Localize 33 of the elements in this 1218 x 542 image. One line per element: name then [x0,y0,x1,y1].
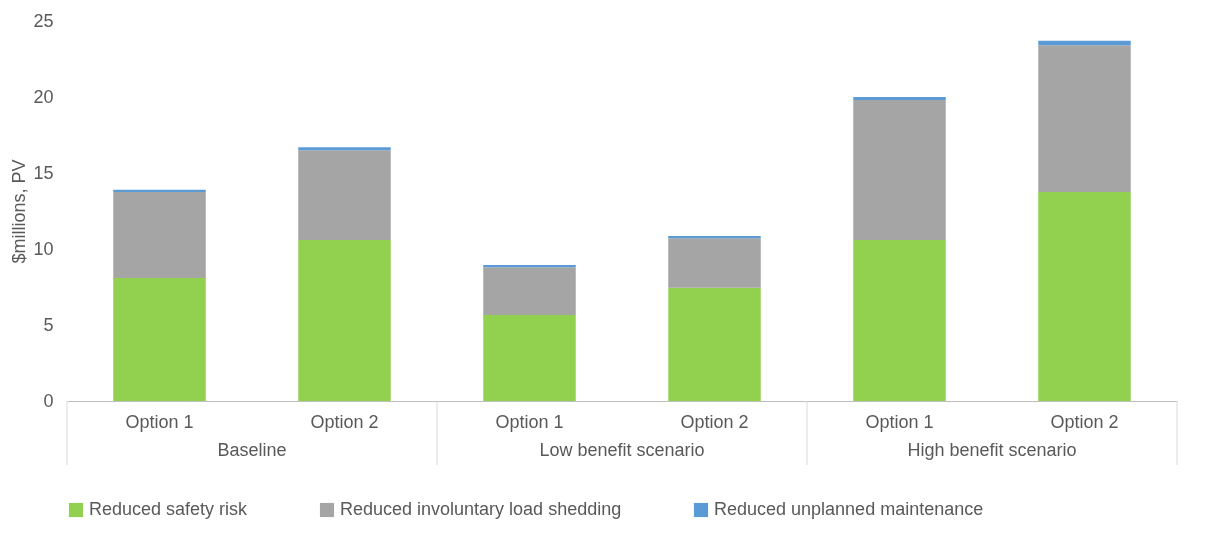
text: Low benefit scenario [539,440,705,460]
bar [668,238,761,288]
bar [298,239,391,401]
y-tick-label: 5 [43,314,54,335]
text: High benefit scenario [907,440,1077,460]
x-tick-label: Option 1 [865,411,934,432]
bar [853,239,946,401]
legend-label: Reduced unplanned maintenance [714,499,984,519]
bar [483,267,576,316]
text: Baseline [217,440,287,460]
bar [298,150,391,240]
x-tick-label: Option 2 [1050,411,1119,432]
x-tick-label: Option 1 [125,411,194,432]
bar [113,277,206,401]
legend-label: Reduced safety risk [89,499,249,519]
bar [853,97,946,101]
bar [668,287,761,401]
x-tick-label: Option 2 [680,411,749,432]
y-tick-label: 10 [33,238,54,259]
bar [113,192,206,278]
y-tick-label: 0 [43,390,54,411]
bar [853,100,946,240]
y-tick-label: 25 [33,10,54,31]
x-tick-label: Option 1 [495,411,564,432]
legend-label: Reduced involuntary load shedding [340,499,622,519]
bar [483,315,576,401]
y-tick-label: 20 [33,86,54,107]
bar [1038,192,1131,401]
x-tick-label: Option 2 [310,411,379,432]
bar [298,147,391,151]
y-axis-title: $millions, PV [9,159,30,264]
bar [1038,45,1131,192]
y-tick-label: 15 [33,162,54,183]
